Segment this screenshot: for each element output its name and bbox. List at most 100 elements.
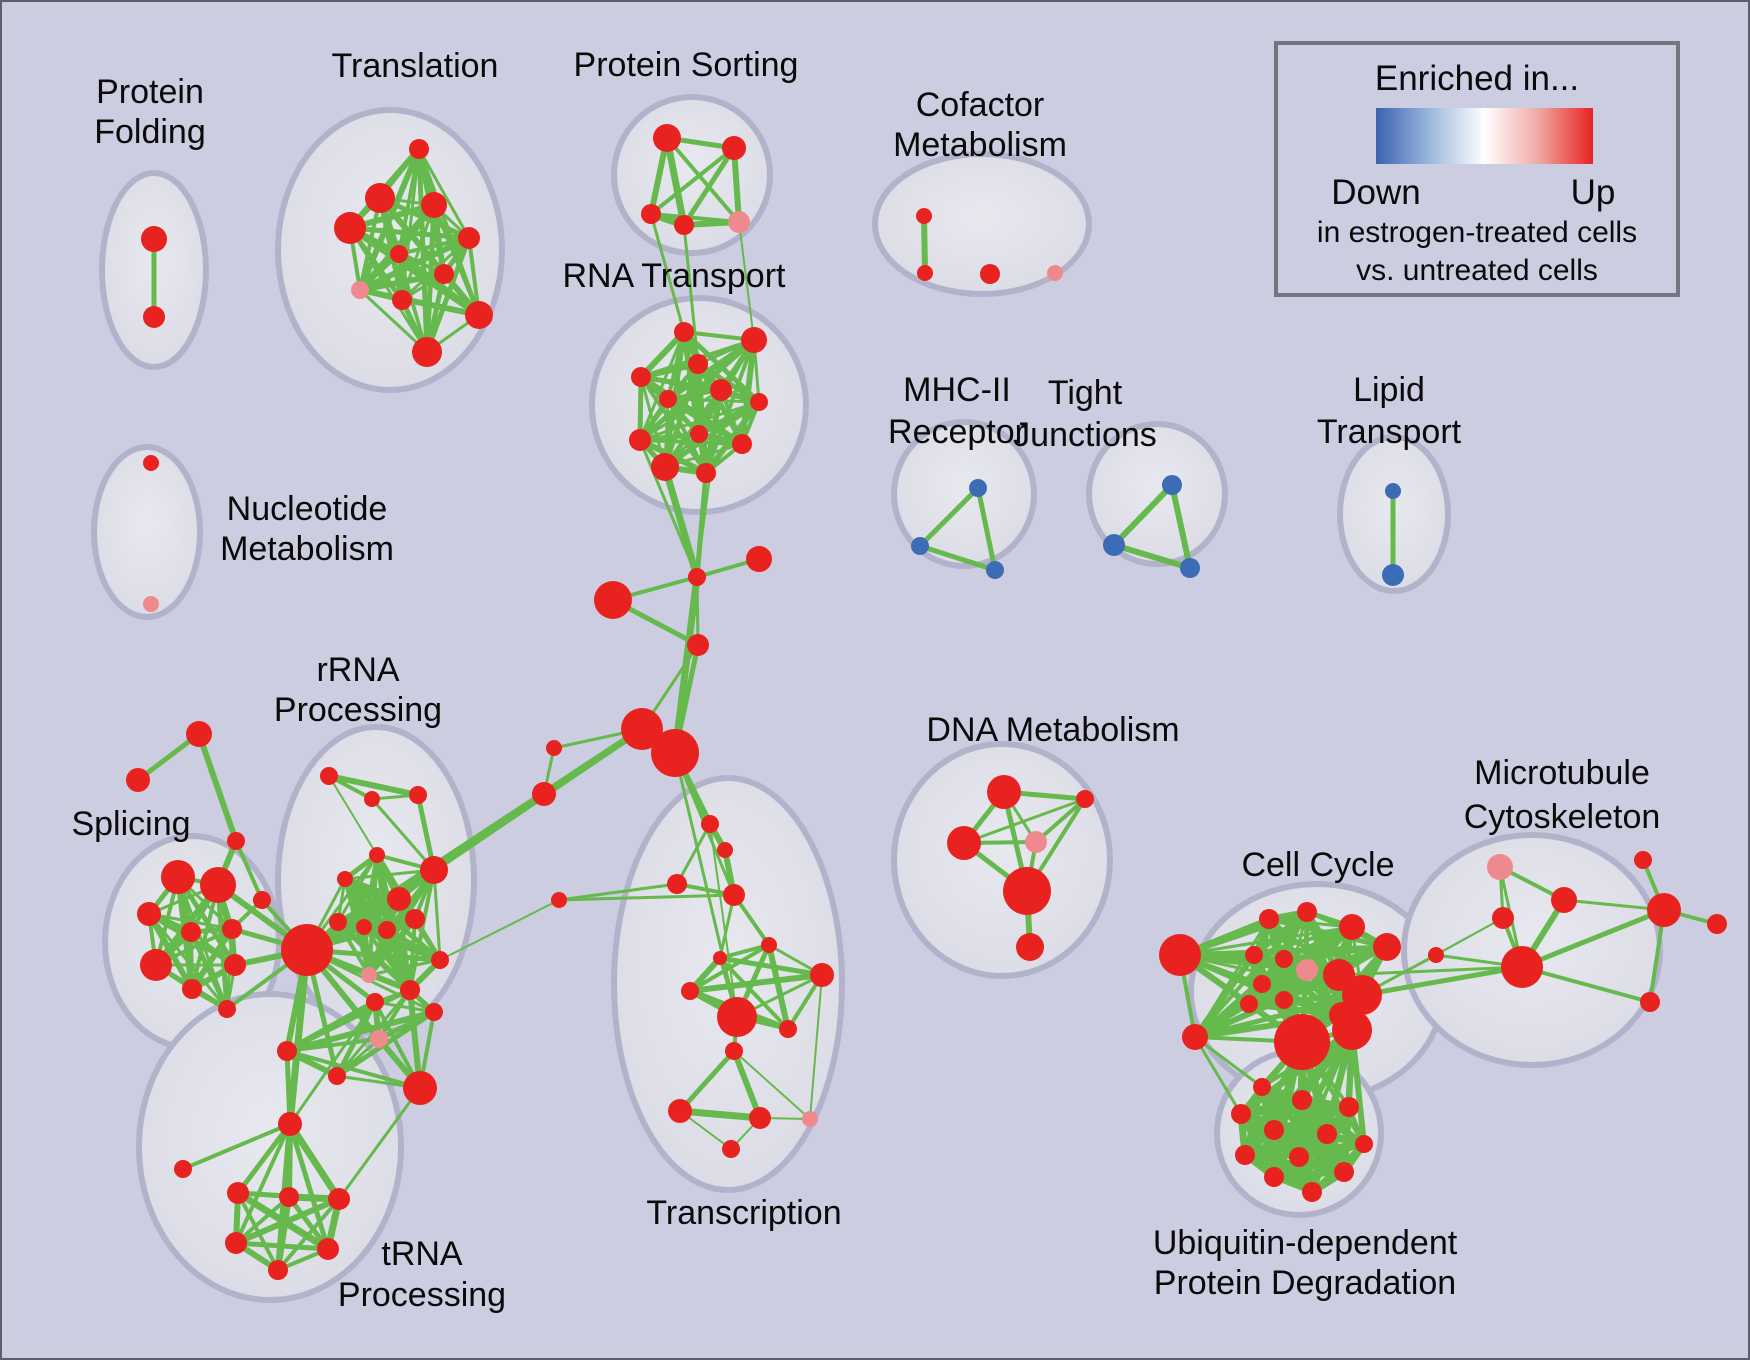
edge [287, 1122, 342, 1201]
edge [663, 137, 688, 226]
gene-set-node [361, 967, 377, 983]
gene-set-node [690, 425, 708, 443]
gene-set-node [356, 919, 372, 935]
gene-set-node [722, 136, 746, 160]
gene-set-node [425, 1003, 443, 1021]
gene-set-node [641, 204, 661, 224]
gene-set-node [1076, 790, 1094, 808]
edge [1169, 484, 1193, 569]
gene-set-node [1235, 1145, 1255, 1165]
gene-set-node [1162, 475, 1182, 495]
gene-set-node [141, 226, 167, 252]
cluster-label-rna-transport: RNA Transport [563, 257, 787, 295]
gene-set-node [317, 1238, 339, 1260]
edge [919, 543, 996, 573]
gene-set-node [1003, 867, 1051, 915]
cluster-label-microtubule-cytoskeleton-line1: Microtubule [1474, 754, 1650, 792]
gene-set-node [629, 429, 651, 451]
cluster-label-tight-junctions-line2: Junctions [1013, 416, 1157, 454]
gene-set-node [674, 322, 694, 342]
gene-set-node [1339, 914, 1365, 940]
gene-set-node [717, 842, 733, 858]
gene-set-node [137, 902, 161, 926]
edge [344, 868, 435, 881]
edge [337, 1087, 422, 1200]
edge [286, 1009, 435, 1054]
edge [649, 146, 736, 216]
gene-set-node [722, 1140, 740, 1158]
gene-set-node [400, 980, 420, 1000]
gene-set-node [227, 1182, 249, 1204]
gene-set-node [1016, 933, 1044, 961]
gene-set-node [701, 815, 719, 833]
gene-set-node [750, 393, 768, 411]
gene-set-node [1159, 934, 1201, 976]
gene-set-node [653, 124, 681, 152]
gene-set-node [725, 1042, 743, 1060]
gene-set-node [334, 212, 366, 244]
cluster-label-ubiquitin-degradation-line1: Ubiquitin-dependent [1153, 1224, 1458, 1262]
edge [147, 913, 229, 1010]
gene-set-node [329, 913, 347, 931]
gene-set-node [366, 993, 384, 1011]
edge [366, 917, 418, 977]
cluster-label-ubiquitin-degradation-line2: Protein Degradation [1154, 1264, 1456, 1302]
edge [234, 840, 264, 901]
gene-set-node [378, 921, 396, 939]
gene-set-node [1240, 995, 1258, 1013]
gene-set-node [621, 708, 663, 750]
gene-set-node [1342, 975, 1382, 1015]
edge [975, 487, 998, 571]
edge [287, 1123, 331, 1250]
edge [286, 949, 311, 1125]
cluster-label-protein-folding-line2: Folding [94, 113, 206, 151]
gene-set-node [279, 1187, 299, 1207]
gene-set-node [651, 729, 699, 777]
gene-set-node [161, 860, 195, 894]
gene-set-node [668, 1099, 692, 1123]
gene-set-node [409, 139, 429, 159]
gene-set-node [222, 919, 242, 939]
gene-set-node [911, 537, 929, 555]
edge [349, 225, 470, 241]
gene-set-node [431, 951, 449, 969]
gene-set-node [421, 192, 447, 218]
edge [809, 974, 823, 1120]
edge [1111, 482, 1175, 548]
edge [234, 1195, 291, 1245]
edge [328, 773, 419, 798]
edge [1194, 1012, 1343, 1040]
gene-set-node [1551, 887, 1577, 913]
gene-set-node [1487, 854, 1513, 880]
gene-set-node [218, 1000, 236, 1018]
gene-set-node [717, 997, 757, 1037]
gene-set-node [681, 982, 699, 1000]
edge [1521, 965, 1651, 1004]
gene-set-node [281, 924, 333, 976]
edge [558, 882, 678, 902]
gene-set-node [969, 479, 987, 497]
gene-set-node [1253, 975, 1271, 993]
edge [918, 486, 980, 548]
edge [1521, 907, 1665, 970]
edge [921, 215, 928, 274]
edge [673, 752, 739, 1018]
gene-set-node [1264, 1167, 1284, 1187]
gene-set-node [1245, 946, 1263, 964]
gene-set-node [1264, 1120, 1284, 1140]
gene-set-node [761, 937, 777, 953]
gene-set-node [227, 832, 245, 850]
gene-set-node [392, 290, 412, 310]
gene-set-node [143, 306, 165, 328]
edge [1253, 925, 1353, 957]
gene-set-node [225, 1232, 247, 1254]
edge [681, 146, 737, 227]
gene-set-node [674, 215, 694, 235]
edge [1193, 1036, 1243, 1115]
edge [374, 1000, 435, 1014]
gene-set-node [1296, 959, 1318, 981]
edge [235, 1240, 329, 1252]
edge [182, 1122, 291, 1171]
edge [148, 912, 233, 931]
edge [368, 958, 441, 977]
